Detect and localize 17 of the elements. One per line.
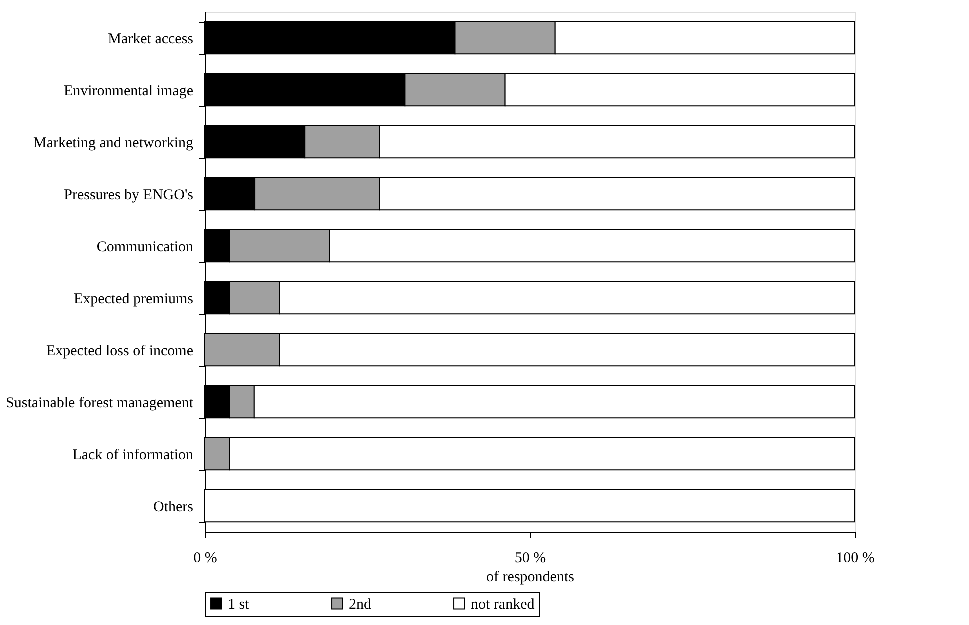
y-tick-label: Expected premiums xyxy=(74,292,194,308)
x-axis-title: of respondents xyxy=(486,570,575,586)
legend-label: 1 st xyxy=(228,596,250,613)
y-tick-label: Sustainable forest management xyxy=(6,396,194,412)
x-tick-label: 100 % xyxy=(836,550,875,566)
y-tick-label: Environmental image xyxy=(64,84,194,100)
y-tick-label: Others xyxy=(154,500,194,516)
legend-label: 2nd xyxy=(349,596,372,613)
y-tick-label: Pressures by ENGO's xyxy=(64,188,194,204)
x-tick-label: 0 % xyxy=(194,550,218,566)
y-tick-label: Expected loss of income xyxy=(46,344,194,360)
y-tick-label: Marketing and networking xyxy=(34,136,194,152)
y-tick-label: Market access xyxy=(108,32,194,48)
y-tick-label: Communication xyxy=(96,240,194,256)
x-tick-label: 50 % xyxy=(514,550,546,566)
legend-label: not ranked xyxy=(471,596,536,613)
y-tick-label: Lack of information xyxy=(72,448,194,464)
